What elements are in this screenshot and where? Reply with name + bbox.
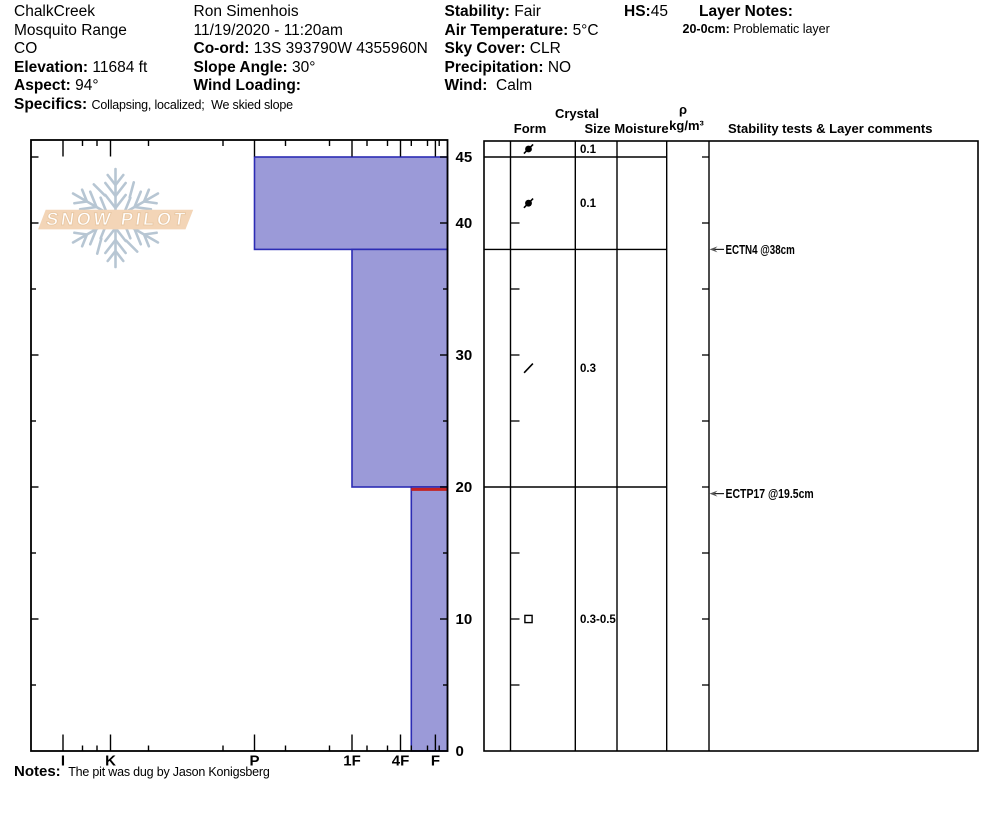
elevation-row: Elevation: 11684 ft xyxy=(14,58,148,76)
sky-cover-value: CLR xyxy=(529,40,561,57)
hs-value: 45 xyxy=(650,3,668,20)
layer-bar-38-20cm xyxy=(351,248,449,488)
grain-symbol-rounds-decomposing xyxy=(523,198,534,209)
coord-value: 13S 393790W 4355960N xyxy=(253,40,428,57)
stability-value: Fair xyxy=(514,3,541,20)
depth-label-0cm: 0 xyxy=(456,743,464,760)
pit-range: Mosquito Range xyxy=(14,21,127,39)
aspect-row: Aspect: 94° xyxy=(14,78,99,94)
air-temp-value: 5°C xyxy=(572,21,599,39)
hardness-bars xyxy=(253,156,449,752)
hardness-label-F: F xyxy=(431,753,440,770)
grain-symbol-decomposing xyxy=(523,363,534,374)
grain-size-value: 0.1 xyxy=(580,198,597,210)
slope-angle-row: Slope Angle: 30° xyxy=(193,58,316,76)
axis-ticks xyxy=(31,140,448,751)
test-label: ECTN4 @38cm xyxy=(726,242,795,257)
hs-row: HS:45 xyxy=(624,4,668,20)
snowpilot-logo-text: SNOW PILOT xyxy=(45,209,188,229)
axis-labels: I K P 1F 4F F0 10 20 30 40 45 xyxy=(61,149,472,769)
plot-frame xyxy=(30,139,449,752)
hs-label: HS: xyxy=(624,3,651,20)
stability-row: Stability: Fair xyxy=(445,4,541,20)
layer-note-row: 20-0cm: Problematic layer xyxy=(682,21,830,36)
specifics-value: Collapsing, localized; We skied slope xyxy=(91,97,294,112)
size-column-header: Size xyxy=(584,120,611,136)
snowpilot-logo: SNOW PILOT xyxy=(38,167,194,269)
notes-label: Notes: xyxy=(14,763,61,780)
notes-text: The pit was dug by Jason Konigsberg xyxy=(68,765,270,779)
sky-cover-row: Sky Cover: CLR xyxy=(445,41,561,57)
grain-size-value: 0.1 xyxy=(580,144,597,156)
wind-loading-row: Wind Loading: xyxy=(194,78,306,94)
crystal-header: Crystal xyxy=(554,106,600,121)
density-column-header-symbol: ρ xyxy=(678,102,688,117)
pit-state: CO xyxy=(14,40,38,57)
wind-row: Wind: Calm xyxy=(445,78,533,94)
comments-column-header: Stability tests & Layer comments xyxy=(728,120,933,136)
depth-label-30cm: 30 xyxy=(456,347,473,364)
grain-size-value: 0.3 xyxy=(580,363,596,375)
depth-label-45cm: 45 xyxy=(456,149,473,166)
air-temp-label: Air Temperature: xyxy=(444,21,569,39)
aspect-label: Aspect: xyxy=(14,77,71,94)
hardness-label-P: P xyxy=(249,753,259,770)
air-temp-row: Air Temperature: 5°C xyxy=(444,21,599,39)
sky-cover-label: Sky Cover: xyxy=(444,40,526,57)
layer-notes-label: Layer Notes: xyxy=(699,3,793,20)
elevation-label: Elevation: xyxy=(14,58,89,76)
layer-note-text: Problematic layer xyxy=(733,21,830,36)
hardness-label-I: I xyxy=(61,753,65,770)
wind-loading-label: Wind Loading: xyxy=(193,77,301,94)
slope-angle-value: 30° xyxy=(291,58,316,76)
pit-name: ChalkCreek xyxy=(14,3,95,20)
coord-label: Co-ord: xyxy=(193,40,250,57)
stability-test-annotations: ECTN4 @38cm ECTP17 @19.5cm xyxy=(709,242,814,501)
test-label: ECTP17 @19.5cm xyxy=(726,486,814,501)
form-column-header: Form xyxy=(513,120,547,136)
observer-name: Ron Simenhois xyxy=(193,3,299,20)
slope-angle-label: Slope Angle: xyxy=(193,58,288,76)
hardness-label-4F: 4F xyxy=(392,753,410,770)
layer-note-range: 20-0cm: xyxy=(682,21,730,36)
grain-size-values: 0.1 0.1 0.3 0.3-0.5 xyxy=(580,144,616,626)
elevation-value: 11684 ft xyxy=(92,58,148,76)
layer-table-grid xyxy=(483,140,979,752)
grain-symbol-rounds-decomposing xyxy=(523,143,534,155)
layer-bar-45-38cm xyxy=(253,156,449,251)
grain-size-value: 0.3-0.5 xyxy=(580,614,616,626)
wind-value: Calm xyxy=(496,77,533,94)
density-column-header-units: kg/m³ xyxy=(669,118,704,133)
grain-symbol-facets xyxy=(524,614,533,624)
snowpilot-banner: SNOW PILOT xyxy=(38,209,194,229)
stability-label: Stability: xyxy=(444,3,510,20)
wind-label: Wind: xyxy=(444,77,488,94)
coord-row: Co-ord: 13S 393790W 4355960N xyxy=(194,41,428,57)
depth-label-20cm: 20 xyxy=(456,479,473,496)
test-annotation: ECTN4 @38cm xyxy=(709,242,795,257)
notes-row: Notes: The pit was dug by Jason Konigsbe… xyxy=(14,764,270,780)
depth-label-40cm: 40 xyxy=(456,215,473,232)
specifics-label: Specifics: xyxy=(14,95,88,113)
precipitation-row: Precipitation: NO xyxy=(444,58,572,76)
moisture-column-header: Moisture xyxy=(614,120,669,136)
aspect-value: 94° xyxy=(75,77,99,94)
depth-label-10cm: 10 xyxy=(456,611,473,628)
hardness-label-K: K xyxy=(105,753,116,770)
precipitation-label: Precipitation: xyxy=(444,58,544,76)
precipitation-value: NO xyxy=(547,58,572,76)
grain-form-symbols xyxy=(523,143,534,624)
test-annotation: ECTP17 @19.5cm xyxy=(709,486,814,501)
specifics-row: Specifics: Collapsing, localized; We ski… xyxy=(14,95,294,113)
observation-datetime: 11/19/2020 - 11:20am xyxy=(193,21,343,39)
hardness-label-1F: 1F xyxy=(343,753,361,770)
